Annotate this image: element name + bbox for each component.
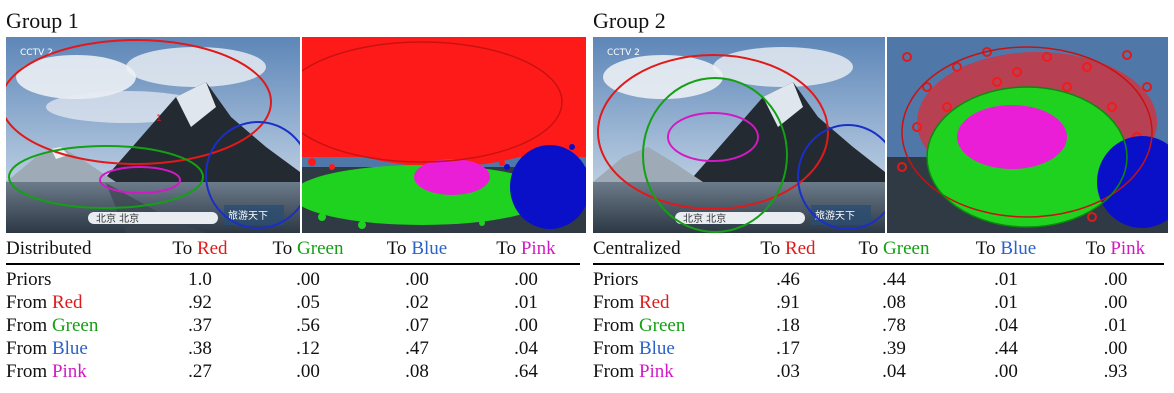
group-title: Group 2 [593, 8, 666, 33]
table-row: From Pink .27 .00 .08 .64 [6, 360, 580, 383]
column-header-to-green: To Green [254, 236, 362, 265]
screen-caption: 北京 北京 [96, 212, 139, 225]
pink-region-ellipse [667, 112, 759, 162]
table-cell: .27 [188, 361, 212, 382]
table-cell: .01 [994, 292, 1018, 313]
table-cell: .05 [296, 292, 320, 313]
row-label: From Blue [6, 338, 88, 359]
table-cell: .04 [882, 361, 906, 382]
stimulus-frame-with-regions: 北京 北京 旅游天下 CCTV 2 [593, 37, 885, 233]
table-cell: .92 [188, 292, 212, 313]
table-cell: .00 [514, 269, 538, 290]
channel-banner: 旅游天下 [815, 209, 855, 222]
table-cell: .91 [776, 292, 800, 313]
table-cell: .04 [994, 315, 1018, 336]
table-cell: .93 [1103, 361, 1128, 382]
blue-region-ellipse [205, 121, 300, 229]
table-cell: .64 [514, 361, 538, 382]
table-row: From Red .92 .05 .02 .01 [6, 291, 580, 314]
table-cell: .00 [405, 269, 429, 290]
table-cell: .56 [296, 315, 320, 336]
transition-table-distributed: Distributed To Red To Green To Blue To P… [6, 236, 580, 383]
table-cell: .01 [514, 292, 538, 313]
table-header-row: Centralized To Red To Green To Blue To P… [593, 236, 1164, 265]
table-row: Priors 1.0 .00 .00 .00 [6, 264, 580, 291]
row-label: From Blue [593, 338, 675, 359]
table-cell: .37 [188, 315, 212, 336]
table-cell: .08 [405, 361, 429, 382]
table-row: From Blue .17 .39 .44 .00 [593, 337, 1164, 360]
stimulus-frame-with-regions: 北京 北京 旅游天下 CCTV 2 1 [6, 37, 300, 233]
column-header-to-pink: To Pink [472, 236, 580, 265]
table-row: From Green .18 .78 .04 .01 [593, 314, 1164, 337]
column-header-to-blue: To Blue [362, 236, 472, 265]
table-cell: .46 [776, 269, 800, 290]
table-cell: .00 [994, 361, 1018, 382]
row-label: From Green [6, 315, 99, 336]
row-label: From Red [6, 292, 83, 313]
screen-caption: 北京 北京 [683, 212, 726, 225]
table-cell: .00 [514, 315, 538, 336]
table-row: From Red .91 .08 .01 .00 [593, 291, 1164, 314]
column-header-to-red: To Red [733, 236, 843, 265]
fixation-heatmap-frame [302, 37, 586, 233]
channel-logo: CCTV 2 [607, 48, 640, 58]
table-row: From Blue .38 .12 .47 .04 [6, 337, 580, 360]
table-cell: .38 [188, 338, 212, 359]
transition-table-centralized: Centralized To Red To Green To Blue To P… [593, 236, 1164, 383]
table-cell: .01 [1103, 315, 1128, 336]
table-row: From Green .37 .56 .07 .00 [6, 314, 580, 337]
table-cell: .08 [882, 292, 906, 313]
table-row: From Pink .03 .04 .00 .93 [593, 360, 1164, 383]
row-label: Priors [6, 269, 52, 290]
svg-text:1: 1 [156, 114, 162, 124]
table-cell: .07 [405, 315, 429, 336]
green-region-ellipse [642, 77, 788, 233]
red-region-ellipse [597, 54, 829, 210]
table-row: Priors .46 .44 .01 .00 [593, 264, 1164, 291]
green-region-ellipse [8, 145, 204, 209]
channel-logo: CCTV 2 [20, 48, 53, 58]
table-cell: .39 [882, 338, 906, 359]
column-header-to-pink: To Pink [1067, 236, 1164, 265]
blue-region-ellipse [797, 124, 885, 230]
row-label: From Pink [6, 361, 87, 382]
fixation-heatmap-frame [887, 37, 1168, 233]
row-label: From Pink [593, 361, 674, 382]
red-region-ellipse [6, 39, 272, 165]
column-header-to-red: To Red [146, 236, 254, 265]
table-cell: .04 [514, 338, 538, 359]
table-cell: .00 [1103, 269, 1128, 290]
table-header-row: Distributed To Red To Green To Blue To P… [6, 236, 580, 265]
column-header-to-blue: To Blue [945, 236, 1067, 265]
table-cell: .78 [882, 315, 906, 336]
table-cell: 1.0 [188, 269, 212, 290]
table-cell: .44 [882, 269, 906, 290]
table-cell: .00 [1103, 292, 1128, 313]
table-cell: .12 [296, 338, 320, 359]
column-header-condition: Distributed [6, 236, 146, 265]
row-label: Priors [593, 269, 639, 290]
table-cell: .18 [776, 315, 800, 336]
row-label: From Green [593, 315, 686, 336]
table-cell: .00 [1103, 338, 1128, 359]
table-cell: .01 [994, 269, 1018, 290]
table-cell: .02 [405, 292, 429, 313]
table-cell: .44 [994, 338, 1018, 359]
table-cell: .03 [776, 361, 800, 382]
group-title: Group 1 [6, 8, 79, 33]
channel-banner: 旅游天下 [228, 209, 268, 222]
table-cell: .00 [296, 269, 320, 290]
column-header-to-green: To Green [843, 236, 945, 265]
table-cell: .47 [405, 338, 429, 359]
table-cell: .00 [296, 361, 320, 382]
column-header-condition: Centralized [593, 236, 733, 265]
row-label: From Red [593, 292, 670, 313]
table-cell: .17 [776, 338, 800, 359]
pink-region-ellipse [99, 166, 181, 194]
